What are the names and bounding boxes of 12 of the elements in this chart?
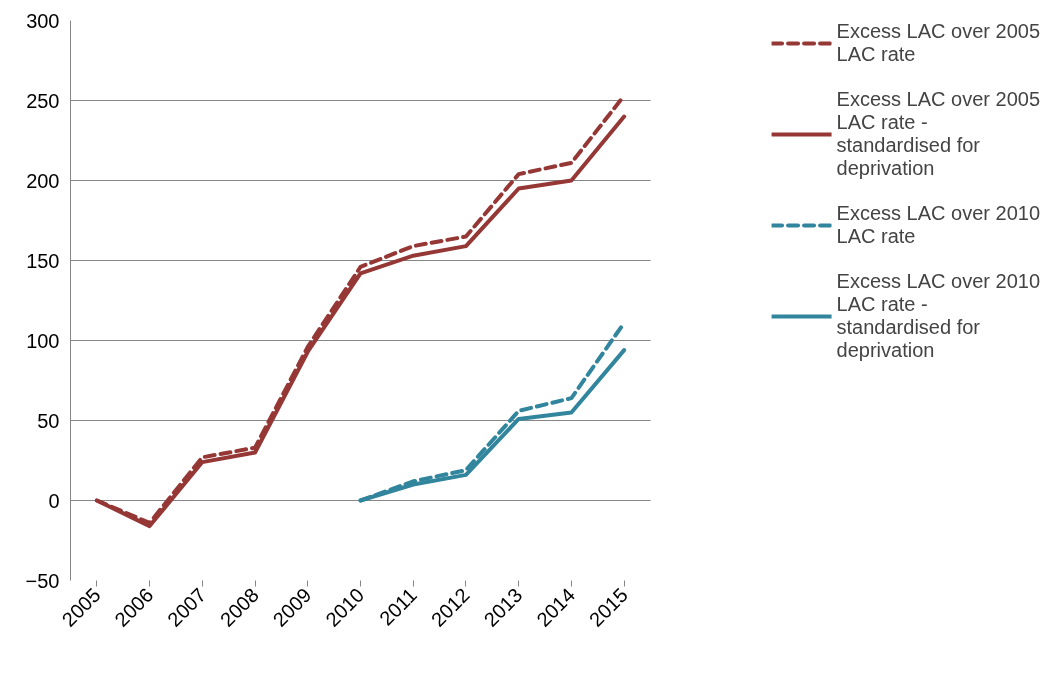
y-tick-label: 0 <box>48 489 60 512</box>
y-tick-label: 300 <box>26 9 60 32</box>
y-tick-label: 200 <box>26 169 60 192</box>
y-tick-label: 250 <box>26 89 60 112</box>
legend-label: Excess LAC over 2005 LAC rate <box>836 20 1040 66</box>
legend-label: Excess LAC over 2010 LAC rate - standardised for deprivation <box>836 270 1040 362</box>
legend-label: Excess LAC over 2005 LAC rate - standardised for deprivation <box>836 88 1040 180</box>
y-tick-label: 150 <box>26 249 60 272</box>
y-tick-label: 50 <box>37 409 60 432</box>
legend-label: Excess LAC over 2010 LAC rate <box>836 202 1040 248</box>
y-tick-label: −50 <box>25 569 60 592</box>
y-tick-label: 100 <box>26 329 60 352</box>
